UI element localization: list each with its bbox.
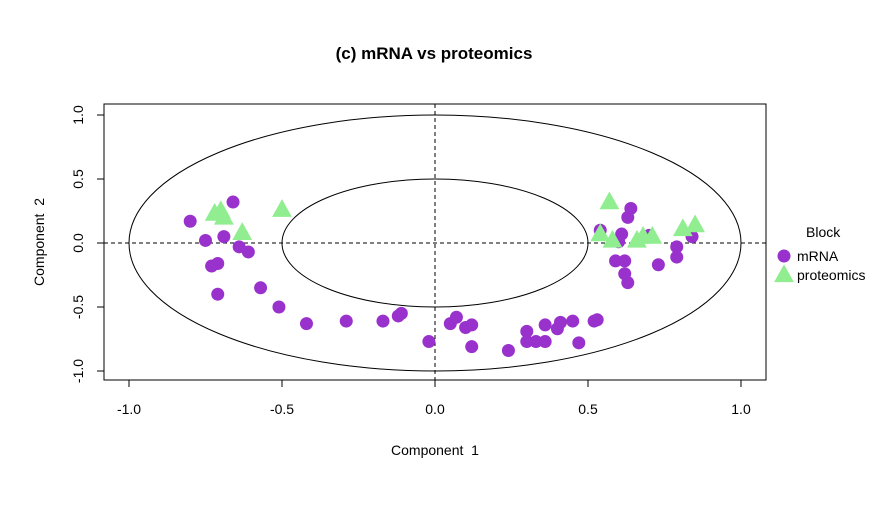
mRNA-point [520,335,534,349]
mRNA-point [572,336,586,350]
proteomics-point [599,191,620,210]
proteomics-point [602,229,623,248]
proteomics-point [272,199,292,217]
mRNA-point [254,281,268,295]
proteomics-point [642,225,663,244]
mRNA-point [449,310,463,324]
legend-label-mRNA: mRNA [797,248,839,264]
mRNA-point [529,335,543,349]
legend-label-proteomics: proteomics [797,267,865,283]
mRNA-point [339,314,353,328]
x-tick-label: 0.0 [425,401,445,417]
mRNA-point [520,324,534,338]
x-axis-label: Component 1 [391,442,479,458]
mRNA-point [501,344,515,358]
mRNA-point [241,245,255,259]
mRNA-point [394,306,408,320]
mRNA-point [651,258,665,272]
mRNA-point [465,340,479,354]
mRNA-point [670,250,684,264]
x-tick-label: 1.0 [731,401,751,417]
y-tick-label: -0.5 [70,295,86,319]
mRNA-point [538,335,552,349]
mRNA-point [538,318,552,332]
x-tick-label: -0.5 [270,401,294,417]
mRNA-point [590,313,604,327]
mRNA-point [566,314,580,328]
legend-title: Block [806,224,841,240]
mRNA-point [553,315,567,329]
mRNA-point [609,254,623,268]
y-axis-label: Component 2 [31,198,47,286]
chart-title: (c) mRNA vs proteomics [336,44,533,63]
y-tick-label: -1.0 [70,359,86,383]
data-points [183,191,705,358]
mRNA-point [183,214,197,228]
proteomics-point [232,222,253,240]
mRNA-point [299,317,313,331]
y-tick-label: 0.5 [70,169,86,189]
mRNA-point [624,201,638,215]
proteomics-point [213,206,234,225]
mRNA-point [211,287,225,301]
mRNA-point [621,276,635,290]
legend: Block mRNA proteomics [774,224,865,283]
plot-area [104,104,766,380]
axes: -1.0 -0.5 0.0 0.5 1.0 -1.0 -0.5 0.0 0.5 1.0 [70,105,751,417]
mRNA-point [618,254,632,268]
mRNA-point [615,227,629,241]
y-tick-label: 0.0 [70,233,86,253]
legend-swatch-proteomics [774,264,794,283]
y-tick-label: 1.0 [70,105,86,125]
mRNA-point [217,230,231,244]
mRNA-point [272,300,286,314]
proteomics-point [685,214,705,233]
mRNA-point [199,233,212,247]
x-tick-label: -1.0 [117,401,141,417]
x-tick-label: 0.5 [578,401,598,417]
mRNA-point [226,195,240,209]
legend-swatch-mRNA [777,249,791,263]
mRNA-point [670,240,684,254]
mRNA-point [211,256,225,270]
mRNA-point [422,335,436,349]
mRNA-point [376,314,390,328]
proteomics-point [590,223,611,242]
mRNA-point [465,318,479,332]
